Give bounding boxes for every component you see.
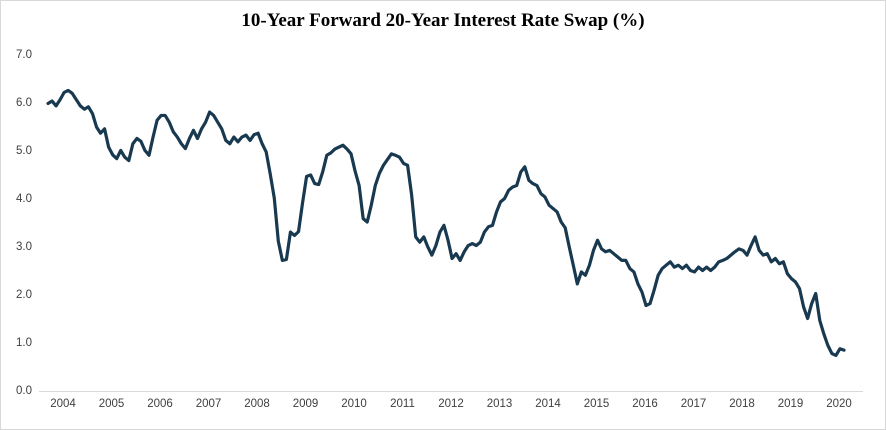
y-axis-tick-label: 0.0	[16, 385, 32, 397]
x-axis-tick-label: 2015	[584, 398, 610, 410]
y-axis-tick-label: 2.0	[16, 289, 32, 301]
x-axis-tick-label: 2005	[99, 398, 125, 410]
x-axis-tick-label: 2006	[147, 398, 173, 410]
y-axis-tick-label: 3.0	[16, 241, 32, 253]
y-axis-tick-label: 6.0	[16, 97, 32, 109]
x-axis-tick-label: 2004	[50, 398, 76, 410]
x-axis-tick-label: 2017	[681, 398, 707, 410]
y-axis-tick-label: 5.0	[16, 145, 32, 157]
x-axis-tick-label: 2012	[438, 398, 464, 410]
x-axis-tick-label: 2008	[244, 398, 270, 410]
x-axis-tick-label: 2014	[535, 398, 561, 410]
x-axis-tick-label: 2019	[778, 398, 804, 410]
rate-series-line	[46, 88, 846, 358]
y-axis-tick-label: 4.0	[16, 193, 32, 205]
y-axis-tick-label: 7.0	[16, 49, 32, 61]
x-axis-tick-label: 2009	[293, 398, 319, 410]
x-axis-tick-label: 2011	[390, 398, 415, 410]
x-axis-tick-label: 2020	[826, 398, 852, 410]
x-axis-tick-label: 2010	[341, 398, 367, 410]
y-axis-tick-label: 1.0	[16, 337, 32, 349]
x-axis-tick-label: 2013	[487, 398, 513, 410]
chart-title: 10-Year Forward 20-Year Interest Rate Sw…	[241, 10, 645, 31]
x-axis-tick-label: 2007	[196, 398, 222, 410]
x-axis-tick-label: 2016	[632, 398, 658, 410]
x-axis-tick-label: 2018	[729, 398, 755, 410]
